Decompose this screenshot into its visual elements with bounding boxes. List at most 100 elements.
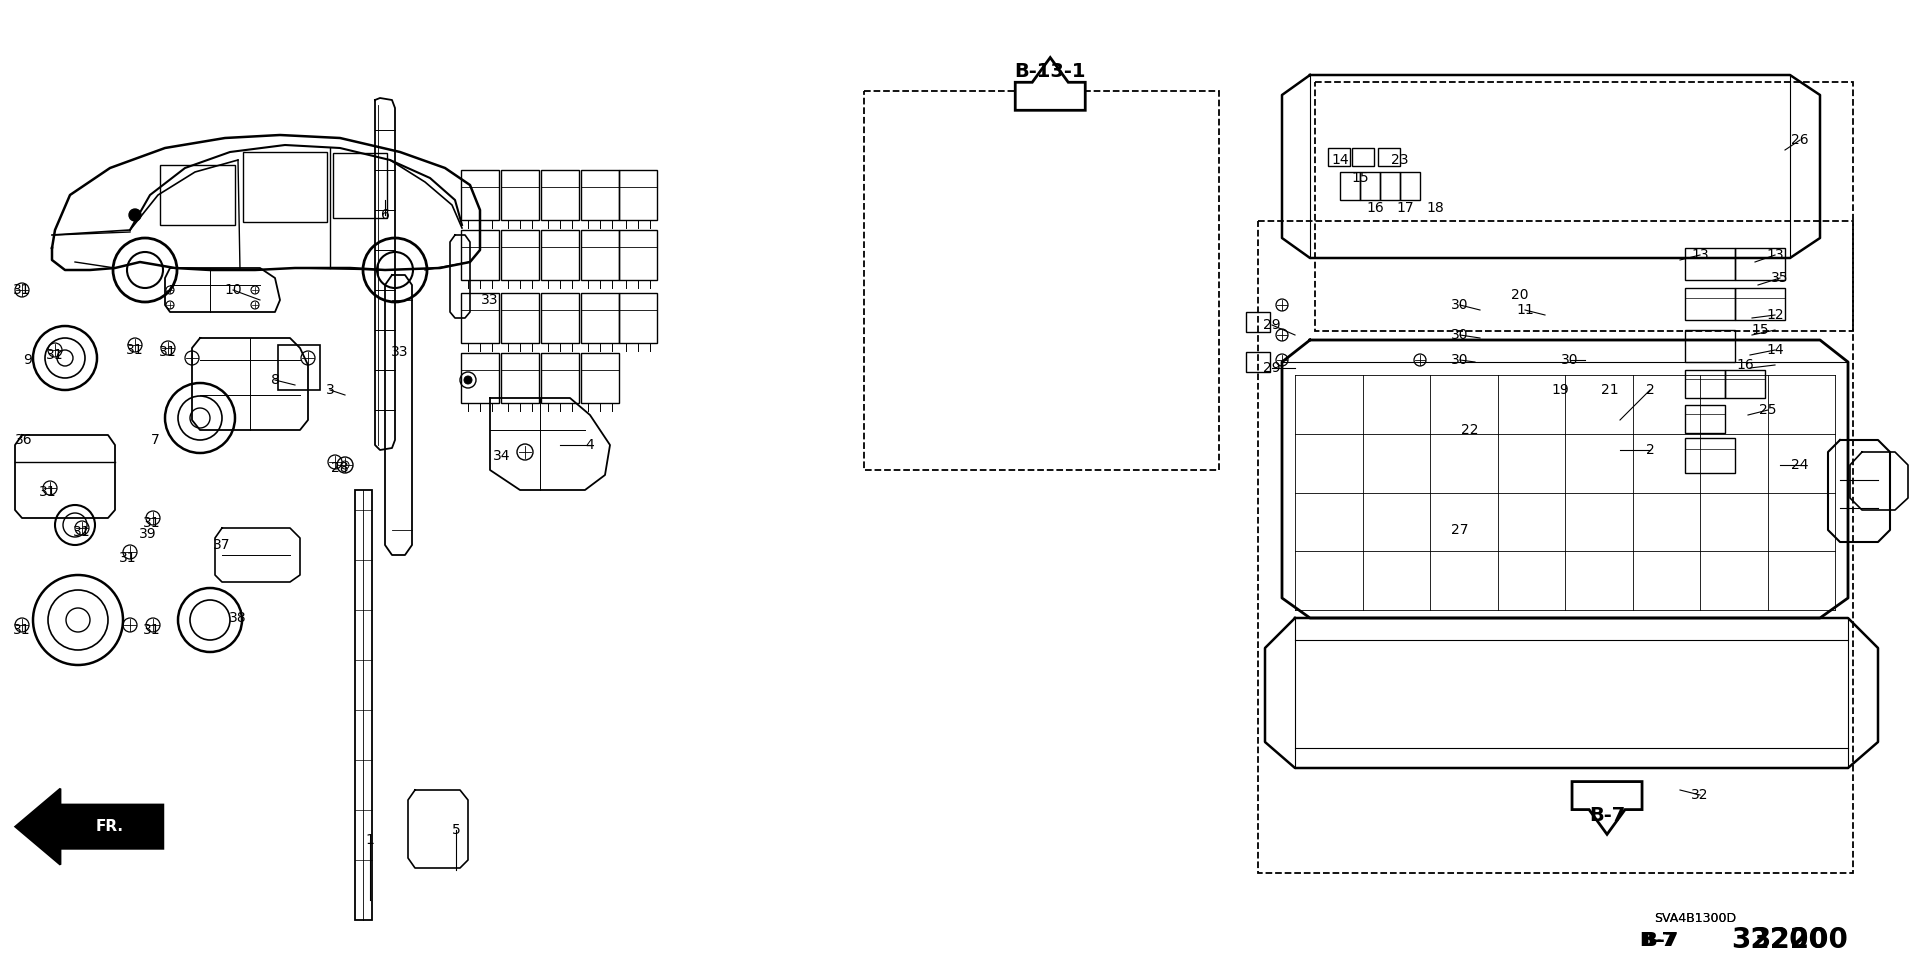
Circle shape <box>465 376 472 384</box>
Text: 8: 8 <box>271 373 280 387</box>
Text: 33: 33 <box>482 293 499 307</box>
Text: 11: 11 <box>1517 303 1534 317</box>
Bar <box>461 170 499 220</box>
Text: 28: 28 <box>330 461 349 475</box>
Text: 31: 31 <box>38 485 58 499</box>
Bar <box>332 153 388 218</box>
Text: 5: 5 <box>451 823 461 837</box>
Text: 37: 37 <box>213 538 230 552</box>
Text: 14: 14 <box>1331 153 1350 167</box>
Bar <box>541 170 580 220</box>
Bar <box>582 170 618 220</box>
Text: 2: 2 <box>1645 443 1655 457</box>
Text: 31: 31 <box>159 345 177 359</box>
Bar <box>244 152 326 222</box>
Bar <box>1340 172 1359 200</box>
Text: 35: 35 <box>1772 271 1789 285</box>
Text: SVA4B1300D: SVA4B1300D <box>1653 911 1736 924</box>
Polygon shape <box>15 788 163 865</box>
Text: 19: 19 <box>1551 383 1569 397</box>
Circle shape <box>129 209 140 221</box>
Bar <box>501 170 540 220</box>
Text: 1: 1 <box>365 833 374 847</box>
Text: 7: 7 <box>150 433 159 447</box>
Polygon shape <box>1572 782 1642 834</box>
Text: 30: 30 <box>1452 328 1469 342</box>
Text: FR.: FR. <box>96 819 123 834</box>
Bar <box>1724 370 1764 398</box>
Text: 27: 27 <box>1452 523 1469 537</box>
Bar <box>1329 148 1350 166</box>
Text: 31: 31 <box>119 551 136 565</box>
Text: 23: 23 <box>1392 153 1409 167</box>
Bar <box>1736 248 1786 280</box>
Bar <box>541 353 580 403</box>
Text: 15: 15 <box>1352 171 1369 185</box>
Bar <box>1400 172 1421 200</box>
Bar <box>501 353 540 403</box>
Text: 31: 31 <box>46 348 63 362</box>
Text: 31: 31 <box>73 525 90 539</box>
Bar <box>501 230 540 280</box>
Bar <box>1686 330 1736 362</box>
Bar <box>1359 172 1380 200</box>
Text: 34: 34 <box>493 449 511 463</box>
Text: 31: 31 <box>13 283 31 297</box>
Bar <box>618 170 657 220</box>
Text: B-13-1: B-13-1 <box>1014 62 1087 82</box>
Bar <box>159 165 234 225</box>
Bar <box>461 293 499 343</box>
Bar <box>1379 148 1400 166</box>
Text: 20: 20 <box>1511 288 1528 302</box>
Text: 31: 31 <box>144 516 161 530</box>
Bar <box>1686 405 1724 433</box>
Text: 10: 10 <box>225 283 242 297</box>
Bar <box>582 230 618 280</box>
Bar <box>618 293 657 343</box>
Text: 25: 25 <box>1759 403 1776 417</box>
Bar <box>501 293 540 343</box>
Text: 31: 31 <box>144 623 161 637</box>
Text: 29: 29 <box>1263 318 1281 332</box>
Text: 31: 31 <box>127 343 144 357</box>
Text: 32200: 32200 <box>1732 926 1828 954</box>
Text: 32: 32 <box>1692 788 1709 802</box>
Text: 15: 15 <box>1751 323 1768 337</box>
Text: 38: 38 <box>228 611 248 625</box>
Text: 14: 14 <box>1766 343 1784 357</box>
Text: 16: 16 <box>1736 358 1753 372</box>
Text: 26: 26 <box>1791 133 1809 147</box>
Text: 16: 16 <box>1367 201 1384 215</box>
Bar <box>1686 370 1724 398</box>
Text: 33: 33 <box>392 345 409 359</box>
Bar <box>1686 438 1736 473</box>
Text: 13: 13 <box>1766 248 1784 262</box>
Bar <box>1246 352 1269 372</box>
Bar <box>1352 148 1375 166</box>
Text: 30: 30 <box>1452 353 1469 367</box>
Bar <box>278 345 321 390</box>
Bar <box>461 353 499 403</box>
Bar <box>864 91 1219 470</box>
Bar <box>582 353 618 403</box>
Text: B-7: B-7 <box>1642 930 1678 949</box>
Text: 30: 30 <box>1452 298 1469 312</box>
Text: 39: 39 <box>138 527 157 541</box>
Bar <box>1258 221 1853 873</box>
Bar <box>1380 172 1400 200</box>
Text: 13: 13 <box>1692 248 1709 262</box>
Bar <box>1686 288 1736 320</box>
Bar <box>1246 312 1269 332</box>
Bar <box>1315 82 1853 331</box>
Bar <box>461 230 499 280</box>
Bar <box>618 230 657 280</box>
Text: 12: 12 <box>1766 308 1784 322</box>
Bar <box>582 293 618 343</box>
Polygon shape <box>1016 58 1085 110</box>
Text: 6: 6 <box>380 208 390 222</box>
Text: 36: 36 <box>15 433 33 447</box>
Text: 4: 4 <box>586 438 595 452</box>
Text: 30: 30 <box>1561 353 1578 367</box>
Bar <box>541 293 580 343</box>
Text: 24: 24 <box>1791 458 1809 472</box>
